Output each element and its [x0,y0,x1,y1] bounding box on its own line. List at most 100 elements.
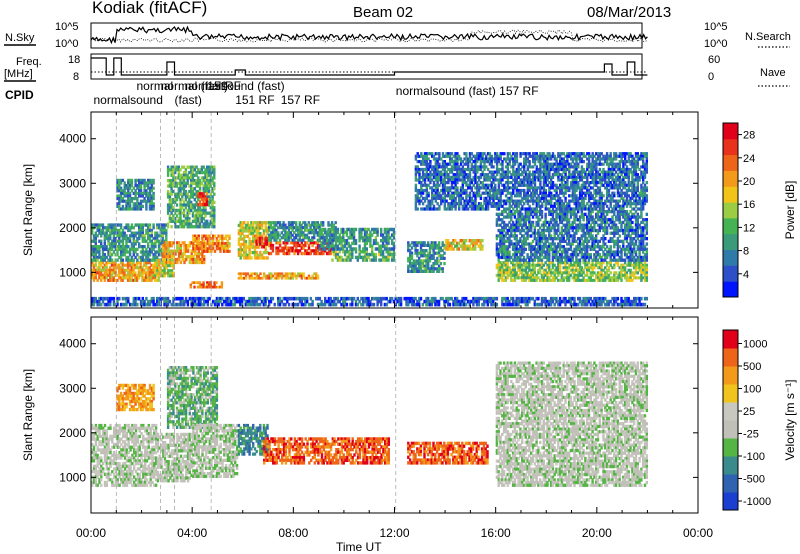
heatmap-cell [177,208,180,213]
heatmap-cell [204,181,207,185]
heatmap-cell [330,226,334,230]
heatmap-cell [134,181,137,185]
heatmap-cell [508,250,511,254]
heatmap-cell [255,245,258,249]
heatmap-cell [183,252,186,256]
heatmap-cell [387,236,390,240]
heatmap-cell [598,261,601,265]
heatmap-cell [127,258,130,262]
heatmap-cell [170,200,173,204]
heatmap-cell [622,258,625,262]
heatmap-cell [434,196,437,200]
heatmap-cell [625,263,629,267]
heatmap-cell [354,247,358,251]
heatmap-cell [441,269,444,273]
heatmap-cell [157,261,161,265]
heatmap-cell [540,212,544,216]
heatmap-cell [642,226,645,230]
heatmap-cell [595,253,598,257]
heatmap-cell [101,231,105,235]
heatmap-cell [546,245,549,249]
heatmap-cell [609,210,612,214]
heatmap-cell [445,194,448,198]
heatmap-cell [533,212,536,216]
heatmap-cell [349,252,352,257]
heatmap-cell [436,251,439,255]
heatmap-cell [501,237,504,241]
heatmap-cell [432,256,435,260]
heatmap-cell [481,244,484,248]
heatmap-cell [504,266,508,270]
heatmap-cell [259,272,262,276]
heatmap-cell [604,255,607,260]
heatmap-cell [257,223,260,228]
heatmap-cell [416,188,419,193]
cpid-text: normal (fast) [161,79,228,93]
heatmap-cell [239,242,242,247]
heatmap-cell [165,249,168,253]
heatmap-cell [289,226,292,230]
heatmap-cell [432,264,435,268]
heatmap-cell [172,200,175,204]
heatmap-cell [143,276,146,280]
heatmap-cell [432,243,435,247]
heatmap-cell [513,215,517,219]
heatmap-cell [510,226,513,230]
heatmap-cell [128,268,132,272]
heatmap-cell [618,212,621,216]
heatmap-cell [645,218,648,222]
heatmap-cell [564,223,567,227]
heatmap-cell [638,239,641,243]
heatmap-cell [434,243,437,247]
heatmap-cell [387,233,390,237]
heatmap-cell [622,228,625,233]
heatmap-cell [609,276,612,280]
heatmap-cell [157,247,161,251]
heatmap-cell [501,231,504,235]
heatmap-cell [461,165,464,169]
heatmap-cell [264,239,267,243]
heatmap-cell [152,194,155,198]
heatmap-cell [168,271,172,275]
heatmap-cell [633,271,636,275]
heatmap-cell [277,231,280,235]
heatmap-cell [228,234,231,238]
heatmap-cell [264,226,267,230]
heatmap-cell [282,251,285,256]
heatmap-cell [119,191,123,195]
heatmap-cell [586,231,589,235]
heatmap-cell [577,218,580,222]
heatmap-cell [510,278,513,282]
heatmap-cell [170,274,174,278]
heatmap-cell [414,188,418,193]
heatmap-cell [157,266,161,270]
heatmap-cell [128,181,132,185]
heatmap-cell [166,203,170,207]
heatmap-cell [425,194,428,198]
heatmap-cell [137,273,141,277]
heatmap-cell [571,268,574,272]
heatmap-cell [186,179,189,183]
heatmap-cell [519,276,522,280]
heatmap-cell [293,221,296,225]
heatmap-cell [459,167,463,172]
heatmap-cell [210,249,213,253]
heatmap-cell [427,256,430,260]
heatmap-cell [123,234,126,238]
heatmap-cell [250,250,253,255]
heatmap-cell [114,239,117,243]
heatmap-cell [548,271,551,275]
heatmap-cell [241,223,244,228]
heatmap-cell [175,184,179,188]
heatmap-cell [116,231,119,235]
heatmap-cell [128,247,132,251]
heatmap-cell [629,237,632,241]
heatmap-cell [320,233,323,237]
heatmap-cell [215,242,219,246]
heatmap-cell [571,212,574,216]
heatmap-cell [390,227,394,232]
heatmap-cell [595,228,598,233]
heatmap-cell [300,231,303,235]
heatmap-cell [432,194,436,198]
heatmap-cell [633,215,636,219]
